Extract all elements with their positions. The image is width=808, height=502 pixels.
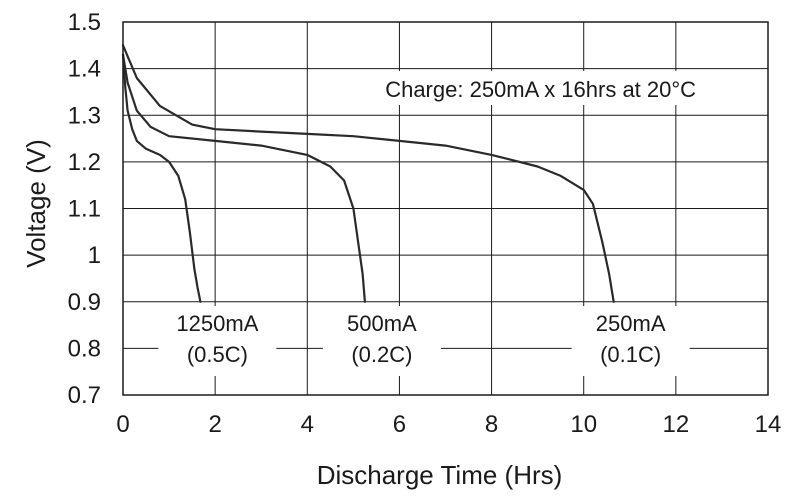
x-tick-label: 12 xyxy=(663,411,690,438)
series-labels: 1250mA (0.5C) 500mA (0.2C) 250mA (0.1C) xyxy=(158,306,690,376)
x-tick-label: 4 xyxy=(301,411,314,438)
y-tick-label: 1.4 xyxy=(68,56,101,83)
y-axis-label: Voltage (V) xyxy=(21,139,51,268)
y-tick-labels: 0.7 0.8 0.9 1 1.1 1.2 1.3 1.4 1.5 xyxy=(68,9,101,409)
x-tick-label: 6 xyxy=(393,411,406,438)
y-tick-label: 1.2 xyxy=(68,149,101,176)
x-tick-label: 2 xyxy=(208,411,221,438)
x-tick-label: 8 xyxy=(485,411,498,438)
y-tick-label: 0.8 xyxy=(68,335,101,362)
series-label-background xyxy=(158,306,277,376)
series-label-crate: (0.5C) xyxy=(187,342,248,367)
series-label-background xyxy=(322,306,441,376)
y-tick-label: 1.3 xyxy=(68,102,101,129)
y-tick-label: 0.9 xyxy=(68,289,101,316)
series-label-rate: 1250mA xyxy=(176,311,258,336)
series-line-0 xyxy=(121,53,202,303)
series-label-background xyxy=(571,306,690,376)
series-line-2 xyxy=(121,44,615,303)
y-tick-label: 1 xyxy=(88,242,101,269)
charge-annotation: Charge: 250mA x 16hrs at 20°C xyxy=(385,77,696,102)
y-tick-label: 1.5 xyxy=(68,9,101,36)
y-tick-label: 0.7 xyxy=(68,382,101,409)
series-label-rate: 250mA xyxy=(596,311,666,336)
series-label-rate: 500mA xyxy=(347,311,417,336)
x-tick-labels: 0 2 4 6 8 10 12 14 xyxy=(116,411,781,438)
series-line-1 xyxy=(121,53,366,303)
y-tick-label: 1.1 xyxy=(68,196,101,223)
series-label-crate: (0.2C) xyxy=(351,342,412,367)
plot-frame xyxy=(122,21,769,396)
x-tick-label: 14 xyxy=(755,411,782,438)
series-label-crate: (0.1C) xyxy=(600,342,661,367)
series-layer xyxy=(121,44,615,303)
x-tick-label: 0 xyxy=(116,411,129,438)
x-tick-label: 10 xyxy=(570,411,597,438)
annotation-background xyxy=(333,71,715,105)
x-axis-label: Discharge Time (Hrs) xyxy=(317,460,563,490)
